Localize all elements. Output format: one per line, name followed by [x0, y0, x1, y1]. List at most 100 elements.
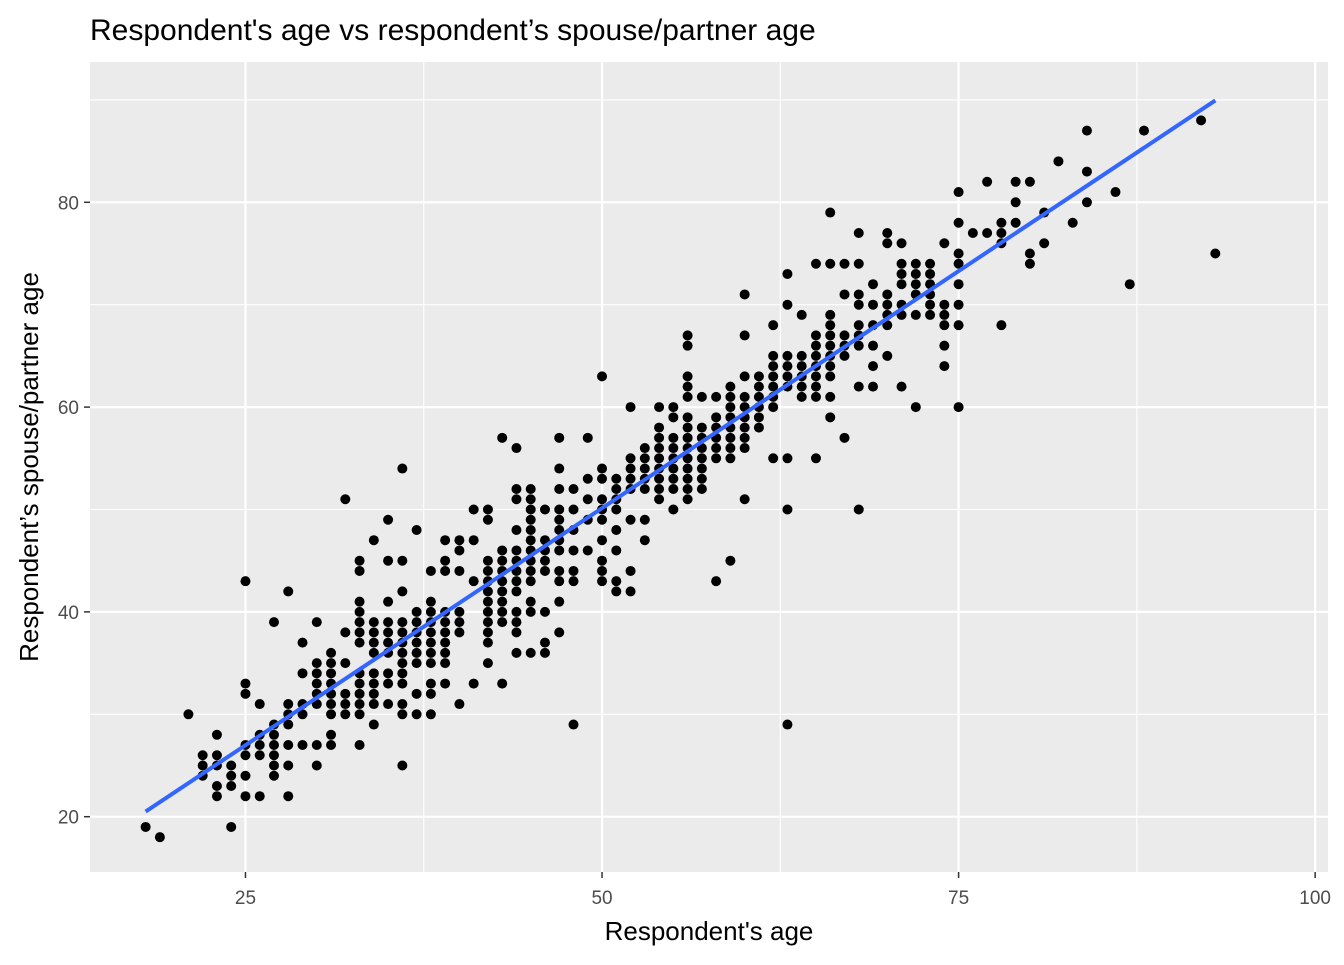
- data-point: [910, 279, 921, 290]
- data-point: [611, 586, 622, 597]
- data-point: [725, 391, 736, 402]
- data-point: [539, 606, 550, 617]
- data-point: [1010, 217, 1021, 228]
- data-point: [425, 658, 436, 669]
- data-point: [611, 524, 622, 535]
- data-point: [739, 443, 750, 454]
- data-point: [383, 699, 394, 710]
- regression-line: [144, 98, 1217, 814]
- data-point: [725, 402, 736, 413]
- data-point: [268, 770, 279, 781]
- data-point: [768, 402, 779, 413]
- data-point: [183, 709, 194, 720]
- data-point: [625, 565, 636, 576]
- data-point: [197, 750, 208, 761]
- x-axis-ticks: 25 50 75 100: [235, 872, 1331, 909]
- data-point: [468, 504, 479, 515]
- data-point: [440, 565, 451, 576]
- data-point: [397, 658, 408, 669]
- data-point: [782, 350, 793, 361]
- data-point: [525, 576, 536, 587]
- data-point: [668, 473, 679, 484]
- gridlines: [90, 62, 1328, 872]
- data-point: [696, 422, 707, 433]
- data-point: [668, 443, 679, 454]
- data-point: [397, 678, 408, 689]
- data-point: [268, 740, 279, 751]
- data-point: [482, 658, 493, 669]
- data-point: [497, 596, 508, 607]
- data-point: [825, 361, 836, 372]
- data-point: [554, 432, 565, 443]
- data-point: [497, 678, 508, 689]
- data-point: [326, 709, 337, 720]
- data-point: [468, 678, 479, 689]
- data-point: [597, 565, 608, 576]
- data-point: [668, 504, 679, 515]
- data-point: [340, 699, 351, 710]
- data-point: [283, 719, 294, 730]
- data-point: [397, 647, 408, 658]
- data-point: [939, 340, 950, 351]
- data-point: [611, 576, 622, 587]
- data-point: [326, 668, 337, 679]
- data-point: [425, 709, 436, 720]
- data-point: [925, 299, 936, 310]
- data-point: [468, 576, 479, 587]
- data-point: [1110, 187, 1121, 198]
- x-tick-label: 50: [591, 888, 612, 909]
- data-point: [539, 555, 550, 566]
- data-point: [825, 340, 836, 351]
- data-point: [440, 658, 451, 669]
- data-point: [326, 729, 337, 740]
- data-point: [368, 688, 379, 699]
- data-point: [868, 279, 879, 290]
- data-point: [582, 473, 593, 484]
- data-point: [525, 535, 536, 546]
- data-point: [326, 740, 337, 751]
- plot-panel: [90, 62, 1328, 872]
- data-point: [340, 658, 351, 669]
- data-point: [497, 606, 508, 617]
- data-point: [554, 514, 565, 525]
- data-point: [711, 576, 722, 587]
- data-point: [211, 791, 222, 802]
- data-point: [482, 637, 493, 648]
- data-point: [654, 402, 665, 413]
- data-point: [539, 637, 550, 648]
- data-point: [753, 371, 764, 382]
- data-point: [682, 453, 693, 464]
- data-point: [454, 617, 465, 628]
- data-point: [953, 248, 964, 259]
- data-point: [953, 320, 964, 331]
- data-point: [240, 791, 251, 802]
- data-point: [354, 688, 365, 699]
- data-point: [725, 381, 736, 392]
- data-point: [711, 412, 722, 423]
- data-point: [910, 258, 921, 269]
- data-point: [397, 699, 408, 710]
- data-point: [682, 381, 693, 392]
- data-point: [411, 637, 422, 648]
- data-point: [882, 228, 893, 239]
- data-point: [411, 524, 422, 535]
- data-point: [568, 484, 579, 495]
- data-point: [953, 258, 964, 269]
- data-point: [882, 289, 893, 300]
- data-point: [611, 504, 622, 515]
- data-point: [1124, 279, 1135, 290]
- data-point: [882, 350, 893, 361]
- data-point: [268, 750, 279, 761]
- data-point: [825, 330, 836, 341]
- data-point: [768, 320, 779, 331]
- data-point: [597, 555, 608, 566]
- data-point: [996, 228, 1007, 239]
- data-point: [597, 535, 608, 546]
- data-point: [682, 484, 693, 495]
- data-point: [425, 637, 436, 648]
- data-point: [425, 678, 436, 689]
- data-point: [226, 770, 237, 781]
- data-point: [853, 381, 864, 392]
- data-point: [311, 617, 322, 628]
- data-point: [782, 453, 793, 464]
